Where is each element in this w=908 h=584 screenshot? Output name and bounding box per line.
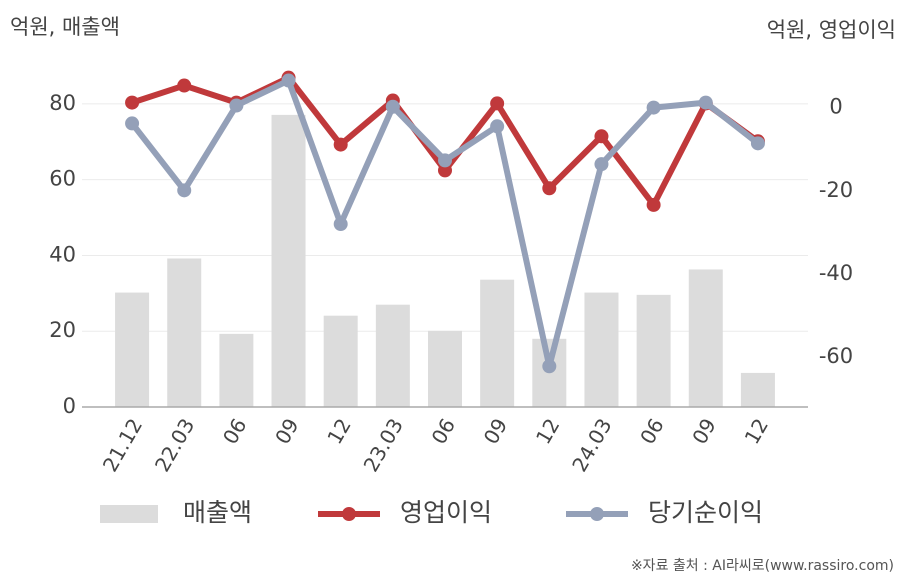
bar bbox=[323, 315, 358, 407]
source-note: ※자료 출처 : AI라씨로(www.rassiro.com) bbox=[631, 558, 894, 574]
bar bbox=[167, 258, 202, 407]
line-point bbox=[698, 95, 713, 110]
y-tick-label: 0 bbox=[63, 394, 76, 418]
line bbox=[131, 74, 760, 208]
y-axis-title: 억원, 매출액 bbox=[10, 15, 120, 39]
bar bbox=[584, 292, 619, 407]
bar bbox=[688, 269, 723, 407]
line-point bbox=[750, 136, 765, 151]
line-point bbox=[594, 129, 609, 144]
y2-tick-label: -40 bbox=[819, 261, 853, 285]
bar bbox=[115, 292, 150, 407]
bar bbox=[636, 294, 671, 407]
line-point bbox=[333, 137, 348, 152]
x-tick-label: 06 bbox=[218, 414, 252, 448]
y2-tick-label: -60 bbox=[819, 344, 853, 368]
line-point bbox=[646, 100, 661, 115]
line-point bbox=[490, 119, 505, 134]
x-tick-label: 23.03 bbox=[359, 414, 408, 476]
legend-label: 매출액 bbox=[183, 498, 252, 527]
y2-tick-label: -20 bbox=[819, 178, 853, 202]
line-point bbox=[594, 157, 609, 172]
x-tick-label: 24.03 bbox=[567, 414, 616, 476]
line-point bbox=[281, 73, 296, 88]
bar bbox=[375, 304, 410, 407]
x-tick-label: 21.12 bbox=[98, 414, 147, 476]
line-point bbox=[438, 153, 452, 168]
line-point bbox=[177, 78, 192, 93]
line-point bbox=[542, 181, 557, 196]
legend-swatch bbox=[342, 507, 356, 521]
line-point bbox=[438, 163, 452, 178]
bar bbox=[740, 372, 775, 407]
legend-swatch bbox=[100, 505, 158, 523]
y-tick-label: 20 bbox=[49, 318, 76, 342]
bar bbox=[480, 279, 515, 407]
x-tick-label: 09 bbox=[687, 414, 721, 448]
x-tick-label: 09 bbox=[270, 414, 304, 448]
line-point bbox=[333, 217, 348, 232]
x-tick-label: 22.03 bbox=[150, 414, 199, 476]
line-point bbox=[490, 96, 505, 111]
line-point bbox=[125, 116, 140, 131]
y2-axis-title: 억원, 영업이익 bbox=[767, 18, 896, 42]
x-tick-label: 12 bbox=[740, 414, 774, 448]
line-point bbox=[646, 197, 661, 212]
legend-swatch bbox=[590, 507, 604, 521]
legend-label: 당기순이익 bbox=[648, 498, 763, 527]
x-tick-label: 06 bbox=[427, 414, 461, 448]
line-point bbox=[125, 95, 140, 110]
line-point bbox=[542, 359, 557, 374]
x-tick-label: 09 bbox=[479, 414, 513, 448]
x-tick-label: 12 bbox=[531, 414, 565, 448]
line-point bbox=[177, 183, 192, 198]
y2-tick-label: 0 bbox=[829, 95, 842, 119]
line-point bbox=[229, 98, 244, 113]
y-tick-label: 60 bbox=[49, 167, 76, 191]
line-point bbox=[385, 99, 400, 114]
y-tick-label: 80 bbox=[49, 91, 76, 115]
bar bbox=[219, 333, 254, 407]
bar bbox=[271, 114, 306, 408]
legend-label: 영업이익 bbox=[400, 498, 492, 527]
x-tick-label: 06 bbox=[635, 414, 669, 448]
x-tick-label: 12 bbox=[322, 414, 356, 448]
y-tick-label: 40 bbox=[49, 242, 76, 266]
bar bbox=[428, 330, 462, 407]
